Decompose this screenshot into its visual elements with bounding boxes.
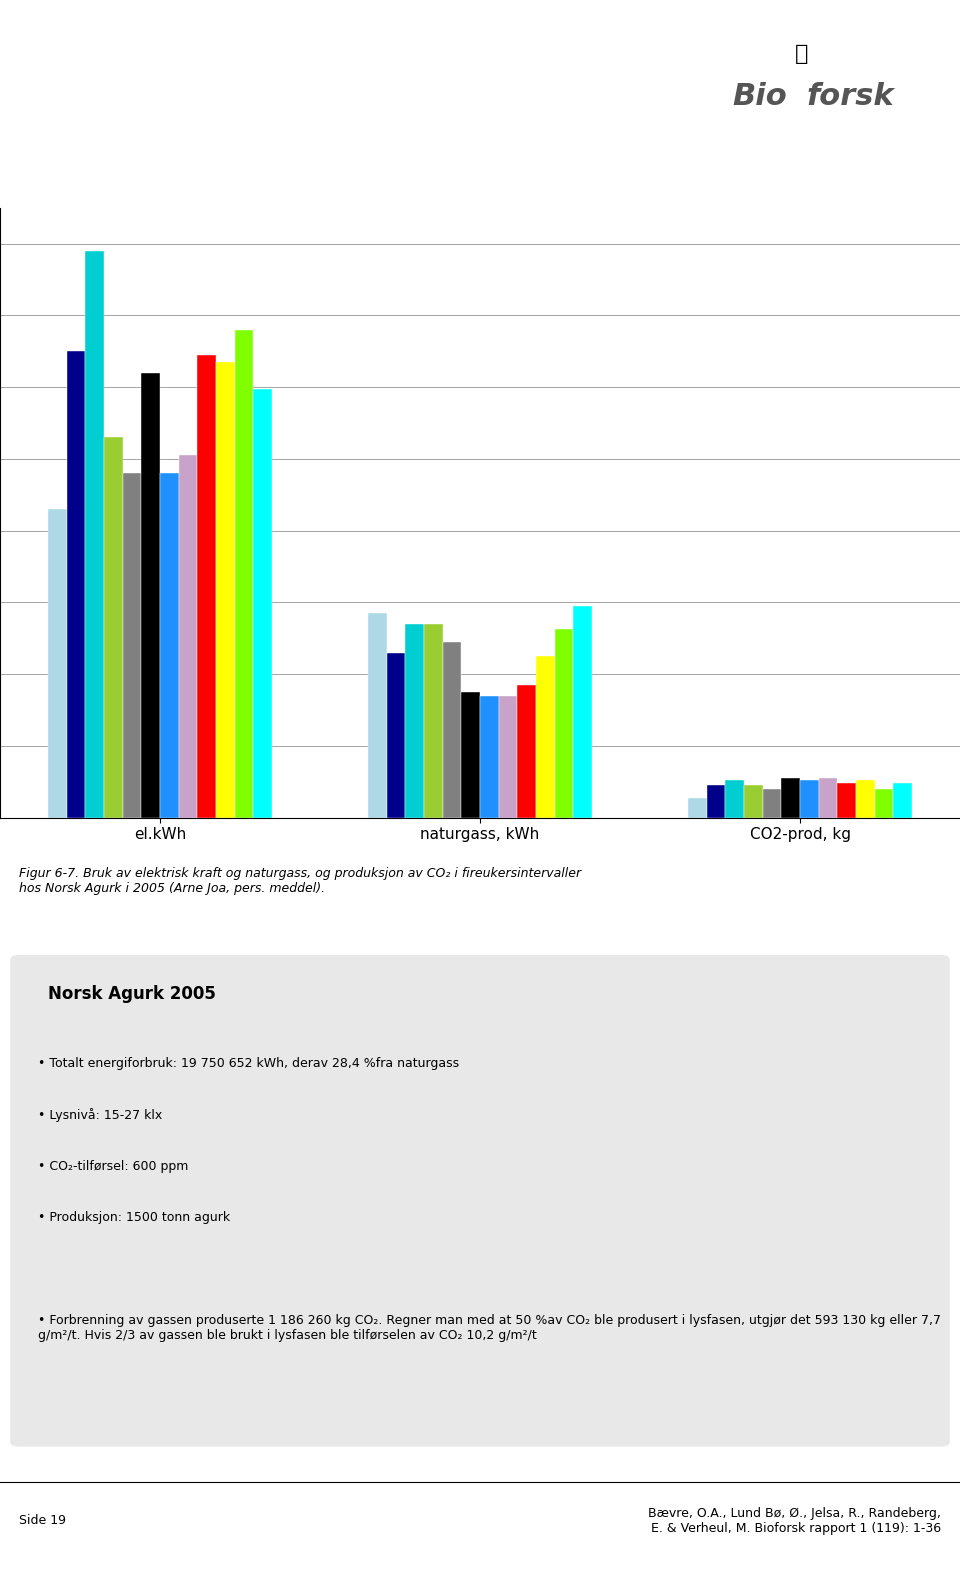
Bar bbox=[819, 778, 837, 817]
Bar bbox=[424, 624, 443, 817]
Bar bbox=[462, 692, 480, 817]
Bar bbox=[387, 653, 405, 817]
Text: • Totalt energiforbruk: 19 750 652 kWh, derav 28,4 %fra naturgass: • Totalt energiforbruk: 19 750 652 kWh, … bbox=[38, 1058, 460, 1070]
Bar bbox=[48, 508, 66, 817]
Bar bbox=[405, 624, 424, 817]
Bar bbox=[744, 784, 762, 817]
Bar bbox=[573, 606, 592, 817]
Bar bbox=[837, 783, 856, 817]
Bar bbox=[234, 329, 253, 817]
Bar bbox=[179, 455, 198, 817]
Bar bbox=[781, 778, 800, 817]
Bar bbox=[894, 783, 912, 817]
Text: Figur 6-7. Bruk av elektrisk kraft og naturgass, og produksjon av CO₂ i fireuker: Figur 6-7. Bruk av elektrisk kraft og na… bbox=[19, 866, 582, 894]
Bar bbox=[762, 789, 781, 817]
Bar bbox=[726, 780, 744, 817]
Bar bbox=[707, 784, 726, 817]
Bar bbox=[688, 797, 707, 817]
Bar bbox=[160, 474, 179, 817]
Bar bbox=[253, 389, 272, 817]
Bar bbox=[104, 438, 123, 817]
Text: Norsk Agurk 2005: Norsk Agurk 2005 bbox=[48, 985, 216, 1003]
Bar bbox=[517, 684, 536, 817]
Text: Bævre, O.A., Lund Bø, Ø., Jelsa, R., Randeberg,
E. & Verheul, M. Bioforsk rappor: Bævre, O.A., Lund Bø, Ø., Jelsa, R., Ran… bbox=[648, 1506, 941, 1534]
Text: • Produksjon: 1500 tonn agurk: • Produksjon: 1500 tonn agurk bbox=[38, 1211, 230, 1224]
Text: forsk: forsk bbox=[806, 82, 894, 111]
Bar bbox=[66, 351, 85, 817]
Bar bbox=[141, 373, 160, 817]
Text: • Lysnivå: 15-27 klx: • Lysnivå: 15-27 klx bbox=[38, 1108, 162, 1122]
Bar bbox=[123, 474, 141, 817]
Bar bbox=[555, 629, 573, 817]
Text: Bio: Bio bbox=[732, 82, 787, 111]
FancyBboxPatch shape bbox=[10, 954, 950, 1447]
Bar bbox=[198, 355, 216, 817]
Bar bbox=[216, 362, 234, 817]
Bar bbox=[498, 695, 517, 817]
Bar bbox=[800, 780, 819, 817]
Bar bbox=[368, 613, 387, 817]
Text: • Forbrenning av gassen produserte 1 186 260 kg CO₂. Regner man med at 50 %av CO: • Forbrenning av gassen produserte 1 186… bbox=[38, 1313, 942, 1341]
Text: • CO₂-tilførsel: 600 ppm: • CO₂-tilførsel: 600 ppm bbox=[38, 1159, 189, 1172]
Bar bbox=[480, 695, 498, 817]
Text: Side 19: Side 19 bbox=[19, 1514, 66, 1527]
Text: 🌿: 🌿 bbox=[795, 44, 808, 64]
Bar bbox=[536, 656, 555, 817]
Bar bbox=[875, 789, 894, 817]
Bar bbox=[443, 642, 462, 817]
Bar bbox=[856, 780, 875, 817]
Bar bbox=[85, 251, 104, 817]
